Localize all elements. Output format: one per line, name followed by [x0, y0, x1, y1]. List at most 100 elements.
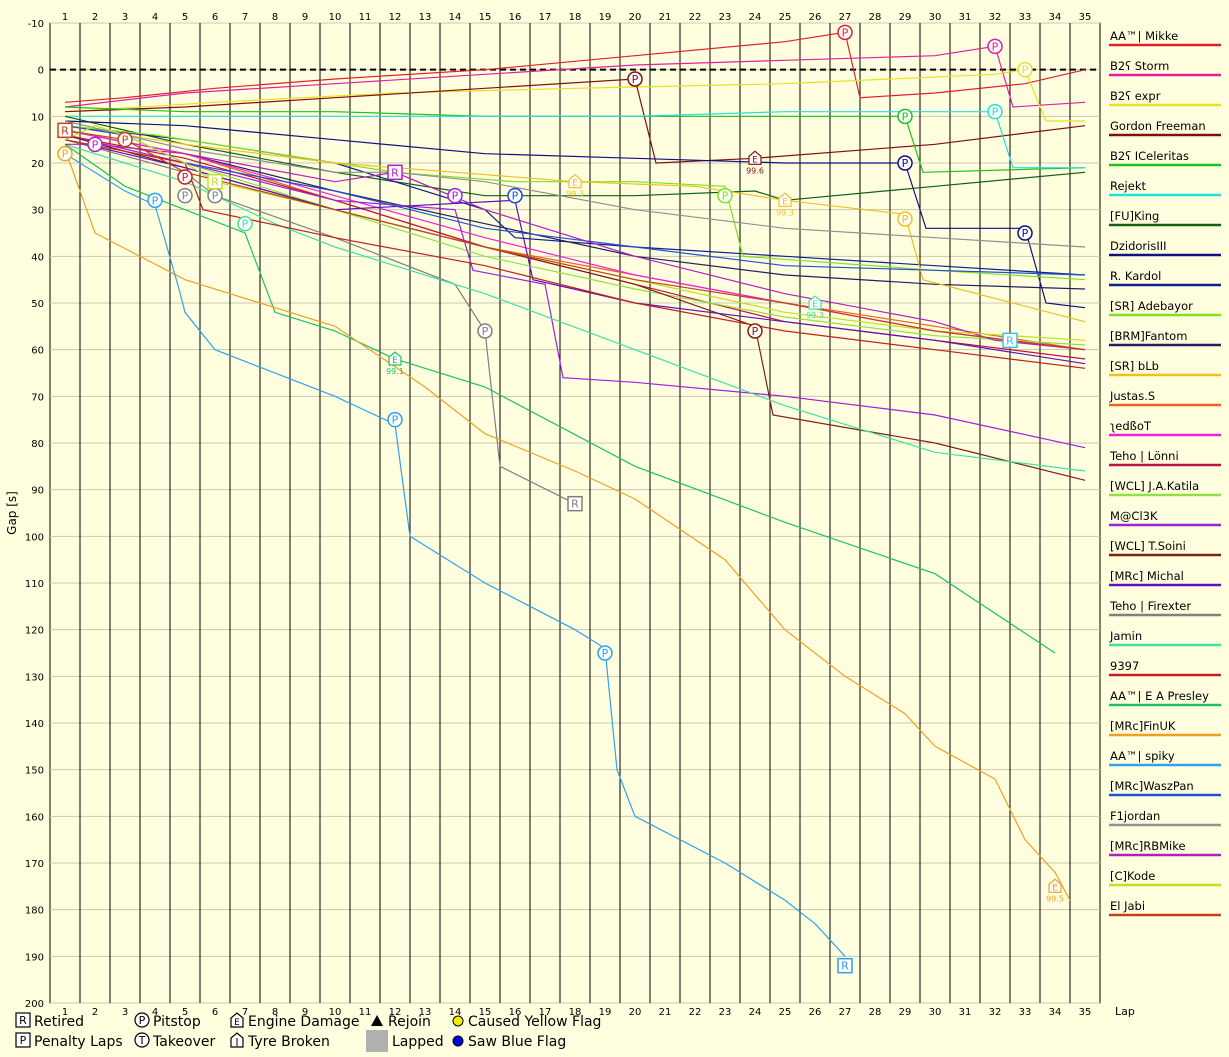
x-tick-label: 17: [539, 1007, 552, 1018]
driver-name: [FU]King: [1110, 209, 1159, 223]
damage-label: 99.5: [1046, 894, 1064, 903]
legend-T: T Takeover: [134, 1032, 215, 1050]
svg-text:P: P: [212, 190, 219, 203]
x-tick-label-top: 28: [869, 12, 882, 23]
svg-text:R: R: [1006, 334, 1014, 347]
svg-text:P: P: [842, 26, 849, 39]
marker-P-22-1: P: [177, 169, 193, 185]
damage-label: 99.1: [386, 367, 404, 376]
marker-P-12-3: P: [897, 211, 913, 227]
x-tick-label-top: 1: [62, 12, 68, 23]
x-tick-label: 21: [659, 1007, 672, 1018]
x-tick-label: 16: [509, 1007, 522, 1018]
x-tick-label: 33: [1019, 1007, 1032, 1018]
damage-label: 99.3: [566, 190, 584, 199]
x-tick-label: 26: [809, 1007, 822, 1018]
svg-text:P: P: [392, 414, 399, 427]
series-line-3: [64, 69, 1085, 122]
x-tick-label: 28: [869, 1007, 882, 1018]
y-tick-label: 70: [31, 392, 44, 403]
y-tick-label: 0: [38, 66, 44, 77]
x-tick-label: 20: [629, 1007, 642, 1018]
svg-text:P: P: [1022, 227, 1029, 240]
series-line-7: [64, 115, 1086, 201]
y-tick-label: 50: [31, 299, 44, 310]
y-tick-label: 140: [25, 719, 44, 730]
marker-P-21-1: P: [237, 215, 253, 232]
legend-P: P Pitstop: [134, 1012, 201, 1030]
driver-name: El Jabi: [1110, 899, 1145, 913]
x-tick-label-top: 31: [959, 12, 972, 23]
driver-name: Teho | Firexter: [1109, 599, 1191, 613]
svg-text:E: E: [752, 155, 758, 165]
svg-text:P: P: [139, 1014, 146, 1027]
marker-E-12-2: E99.3: [776, 192, 794, 217]
driver-name: Rejekt: [1110, 179, 1146, 193]
marker-P-20-2: P: [477, 323, 493, 339]
driver-name: [MRc]FinUK: [1110, 719, 1176, 733]
y-axis-label: Gap [s]: [5, 491, 19, 535]
series-lines: [64, 31, 1086, 957]
marker-extra-2: P: [177, 187, 193, 204]
x-tick-label-top: 29: [899, 12, 912, 23]
legend-blue: Saw Blue Flag: [452, 1034, 566, 1050]
x-tick-label-top: 5: [182, 12, 188, 23]
x-tick-label: 34: [1049, 1007, 1062, 1018]
y-tick-label: 160: [25, 812, 44, 823]
svg-text:P: P: [992, 40, 999, 53]
series-line-13: [64, 129, 1086, 351]
svg-text:R: R: [391, 166, 399, 179]
svg-text:P: P: [512, 190, 519, 203]
driver-legend: AA™| Mikke B2ʕ Storm B2ʕ expr Gordon Freema…: [1109, 29, 1221, 917]
series-line-12: [64, 125, 1086, 323]
marker-P-8-1: P: [897, 155, 913, 171]
y-tick-label: 100: [25, 532, 44, 543]
marker-P-6-1: P: [987, 103, 1003, 120]
svg-text:E: E: [812, 300, 818, 310]
x-tick-label-top: 34: [1049, 12, 1062, 23]
driver-name: Justas.S: [1109, 389, 1155, 403]
y-tick-label: -10: [28, 19, 44, 30]
driver-name: [MRc]WaszPan: [1110, 779, 1194, 793]
driver-name: B2ʕ expr: [1110, 89, 1161, 103]
x-tick-label-top: 35: [1079, 12, 1092, 23]
x-tick-label: 25: [779, 1007, 792, 1018]
svg-text:R: R: [571, 498, 579, 511]
series-line-2: [64, 45, 1086, 108]
marker-P-10-1: P: [717, 187, 733, 204]
driver-name: Jamin: [1109, 629, 1142, 643]
x-tick-label: 5: [182, 1007, 188, 1018]
marker-P-26-1: P: [507, 187, 523, 204]
marker-P-2-1: P: [987, 38, 1003, 55]
series-line-25: [64, 153, 846, 957]
marker-R-30-2: R: [57, 122, 73, 139]
legend-label: Pitstop: [153, 1014, 201, 1030]
x-tick-label: 35: [1079, 1007, 1092, 1018]
x-tick-label-top: 16: [509, 12, 522, 23]
series-line-16: [64, 134, 1086, 346]
symbol-legend: R Retired P Pitstop E Engine Damage Rejoin Caus…: [15, 1012, 601, 1052]
marker-R-20-3: R: [567, 495, 583, 512]
marker-P-25-2: P: [387, 411, 403, 428]
driver-name: [WCL] J.A.Katila: [1110, 479, 1199, 493]
x-tick-label: 14: [449, 1007, 462, 1018]
svg-text:P: P: [92, 138, 99, 151]
svg-text:P: P: [182, 190, 189, 203]
axes: -100102030405060708090100110120130140150…: [5, 12, 1135, 1018]
x-tick-label-top: 6: [212, 12, 218, 23]
driver-name: AA™| E A Presley: [1110, 689, 1209, 703]
x-tick-label-top: 21: [659, 12, 672, 23]
x-tick-label-top: 19: [599, 12, 612, 23]
driver-name: ʅedßoT: [1110, 419, 1152, 433]
y-tick-label: 180: [25, 906, 44, 917]
svg-text:P: P: [20, 1034, 27, 1047]
svg-text:P: P: [182, 171, 189, 184]
marker-P-28-1: P: [87, 136, 103, 153]
legend-label: Takeover: [152, 1034, 215, 1050]
driver-name: F1jordan: [1110, 809, 1160, 823]
svg-text:R: R: [211, 176, 219, 189]
marker-E-24-2: E99.5: [1046, 878, 1064, 903]
legend-label: Saw Blue Flag: [468, 1034, 566, 1050]
driver-name: [BRM]Fantom: [1110, 329, 1187, 343]
